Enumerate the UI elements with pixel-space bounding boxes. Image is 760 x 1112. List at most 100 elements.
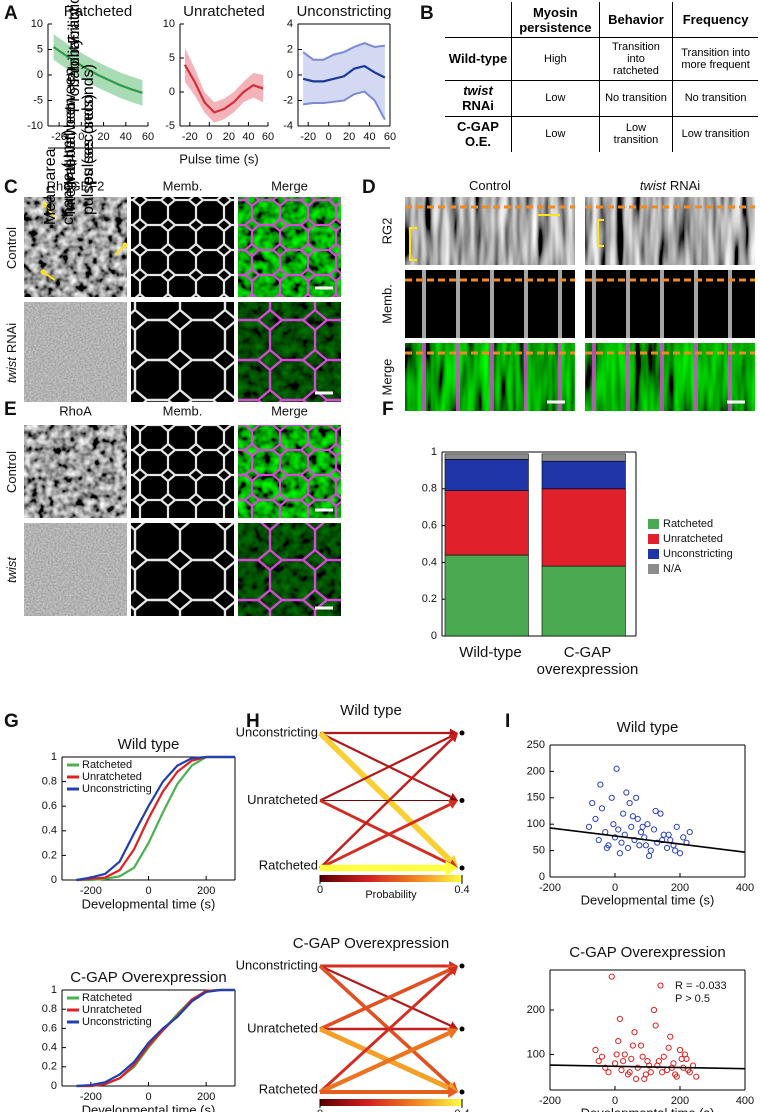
y-tick-label: 100	[527, 818, 545, 830]
y-tick-label: 150	[527, 792, 545, 804]
bar-segment	[541, 488, 626, 567]
column-label: Merge	[271, 178, 308, 193]
colorbar-tick-label: 0.4	[454, 1108, 469, 1112]
y-tick-label: 0	[431, 630, 437, 642]
row-label-text: RNAi	[4, 323, 19, 353]
point	[608, 973, 615, 980]
point	[676, 1046, 684, 1054]
point	[672, 1071, 679, 1078]
point	[652, 807, 659, 815]
column-label: Memb.	[163, 403, 203, 418]
point	[616, 850, 623, 857]
column-label: RhoGEF2	[47, 178, 105, 193]
point	[608, 794, 615, 801]
chart-title: Unratcheted	[183, 3, 265, 20]
legend-label: Unratcheted	[82, 1004, 142, 1016]
micrograph	[131, 523, 234, 616]
micrograph	[238, 302, 341, 402]
micrograph	[24, 197, 127, 297]
node-dot	[459, 865, 465, 871]
micrograph-layer	[238, 523, 341, 616]
row-label-italic: twist	[4, 556, 19, 583]
bracket	[409, 227, 417, 261]
y-tick-label: 1	[51, 751, 57, 763]
micrograph-layer	[238, 302, 341, 402]
point	[615, 826, 622, 833]
point	[634, 1064, 641, 1071]
row-label-italic: twist	[4, 356, 19, 383]
line	[52, 46, 143, 94]
point	[602, 1064, 609, 1071]
legend-label: Ratcheted	[82, 992, 132, 1004]
point	[646, 852, 653, 859]
transition-shaft	[319, 970, 453, 1094]
y-tick-label: 0.4	[422, 556, 437, 568]
point	[659, 1069, 666, 1076]
point	[585, 823, 593, 830]
row-label-text: RNAi	[462, 98, 494, 114]
transition	[319, 1027, 458, 1094]
transition-shaft	[319, 964, 451, 1027]
table-row: C-GAP O.E. Low Low transition Low transitio…	[445, 116, 758, 152]
x-axis-label: Developmental time (s)	[581, 1105, 715, 1112]
x-tick-label: 40	[242, 131, 254, 143]
x-tick-label: -200	[80, 1091, 102, 1103]
point	[639, 1053, 646, 1060]
node-label: Unratcheted	[247, 1020, 318, 1035]
legend-label: Ratcheted	[82, 759, 132, 771]
bar-segment	[444, 459, 529, 491]
y-tick-label: 250	[527, 739, 545, 751]
x-tick-label: 20	[223, 131, 235, 143]
column-label: RhoA	[59, 403, 92, 418]
row-label: Control	[4, 451, 19, 493]
panel-label: A	[4, 3, 18, 24]
micrograph-layer	[131, 523, 234, 616]
micrograph-layer	[131, 197, 234, 297]
point	[657, 810, 664, 817]
bar-segment	[444, 490, 529, 556]
point	[603, 844, 610, 852]
micrograph	[24, 523, 127, 616]
bracket	[597, 219, 604, 247]
point	[667, 1033, 674, 1040]
row-label: twist RNAi	[4, 323, 19, 383]
table-row: Wild-type High Transition into ratcheted Tr…	[445, 37, 758, 81]
colorbar	[320, 875, 462, 882]
point	[618, 1066, 625, 1074]
point	[672, 847, 679, 854]
bar-segment	[541, 565, 626, 637]
point	[637, 829, 645, 836]
x-tick-label: -20	[182, 131, 198, 143]
transition	[320, 860, 458, 876]
point	[589, 799, 596, 807]
x-axis-label: Developmental time (s)	[82, 1102, 216, 1112]
table-cell: No transition	[598, 80, 673, 117]
x-tick-label: -200	[539, 882, 561, 894]
y-tick-label: 0.6	[42, 800, 57, 812]
chart-title: C-GAP Overexpression	[569, 944, 725, 961]
y-tick-label: 0	[169, 86, 175, 98]
point	[628, 1055, 635, 1062]
micrograph	[585, 197, 755, 265]
row-label: twist	[4, 556, 19, 583]
table-header: Behavior	[598, 2, 673, 39]
band-edge	[302, 42, 386, 61]
point	[673, 823, 680, 830]
point	[613, 1051, 620, 1058]
point	[655, 1058, 662, 1065]
y-axis-label: Mean area change (µm²)	[42, 129, 77, 225]
table-cell: High	[511, 37, 600, 81]
micrograph-layer	[24, 523, 127, 616]
comparison-table: Myosin persistence Behavior Frequency Wild-…	[445, 2, 758, 152]
x-tick-label: 200	[671, 882, 689, 894]
x-tick-label: 0	[612, 1095, 618, 1107]
node-dot	[459, 963, 465, 969]
x-tick-label: -200	[539, 1095, 561, 1107]
table-row-label: twist RNAi	[445, 80, 512, 117]
colorbar-tick-label: 0	[317, 1108, 323, 1112]
point	[676, 850, 684, 857]
legend-label: Unconstricting	[663, 548, 733, 560]
table-header: Myosin persistence	[511, 2, 600, 39]
